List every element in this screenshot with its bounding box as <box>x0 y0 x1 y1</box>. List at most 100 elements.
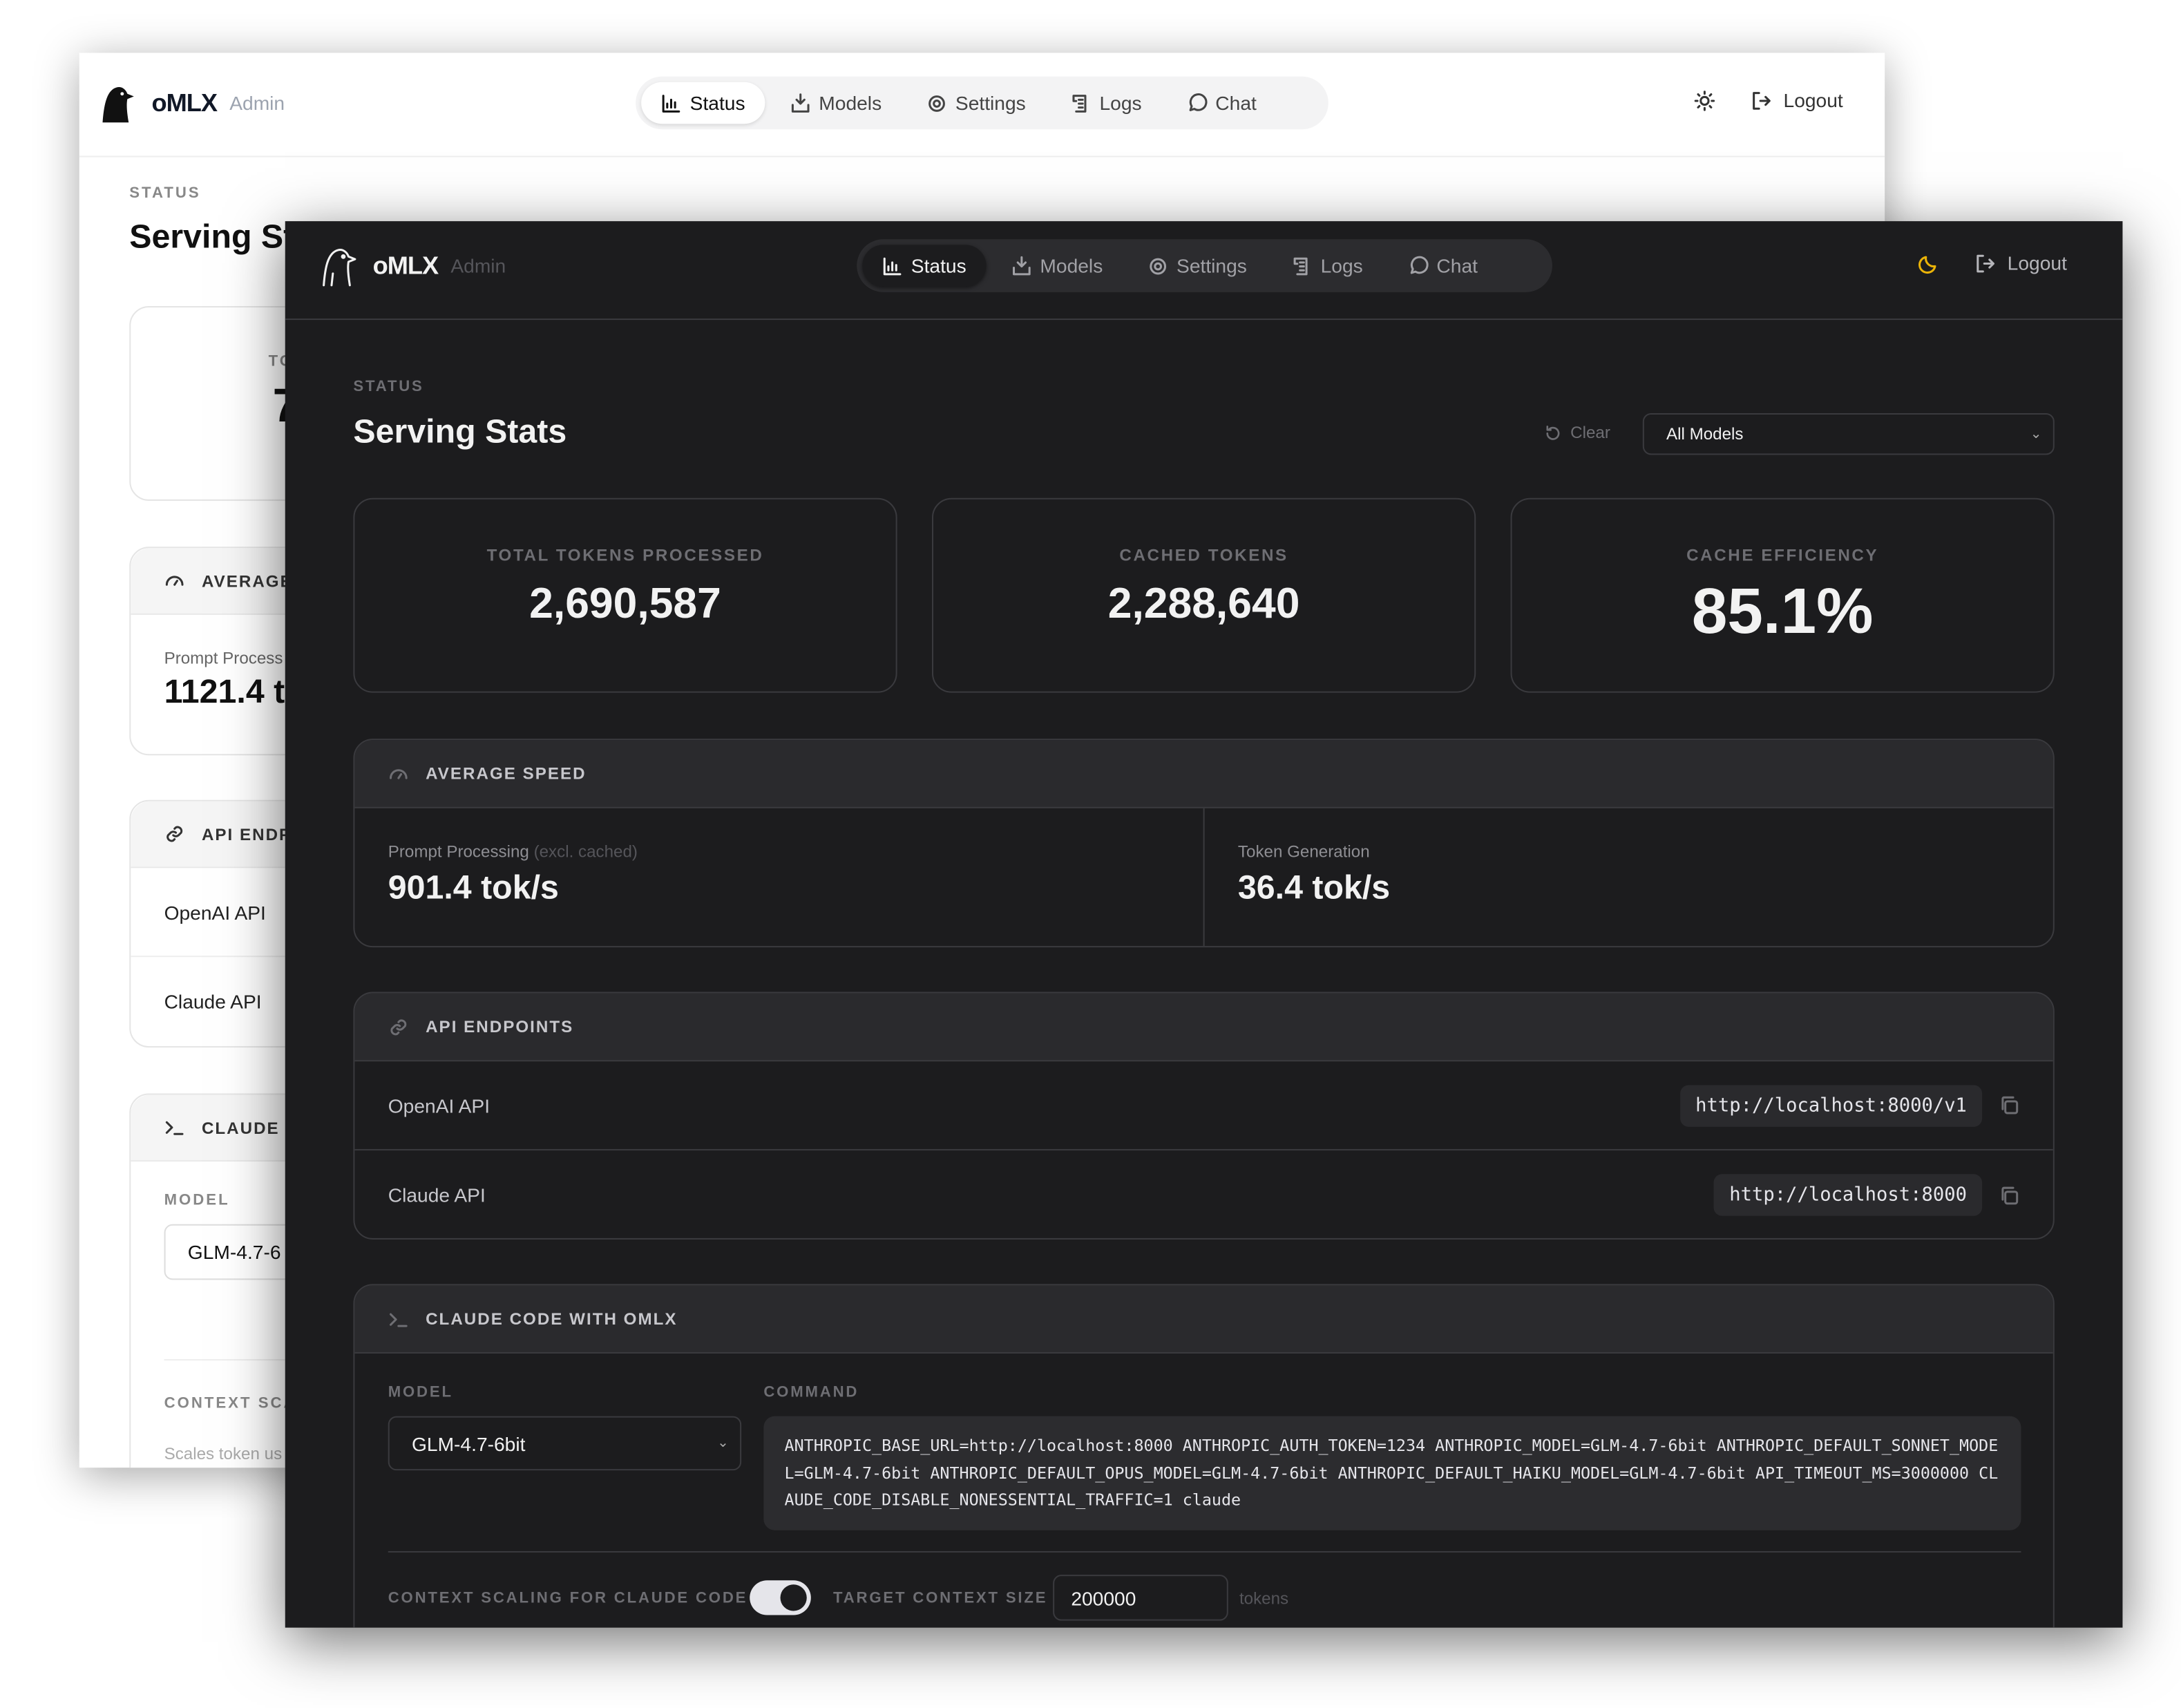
section-label: STATUS <box>129 184 201 202</box>
page-title: Serving Stats <box>353 412 567 451</box>
panel-title: API ENDPOINTS <box>426 1016 574 1036</box>
chat-bubble-icon <box>1407 255 1429 276</box>
stat-label: TOTAL TOKENS PROCESSED <box>486 545 764 565</box>
brand[interactable]: oMLX Admin <box>318 243 506 287</box>
nav-label: Chat <box>1436 254 1478 277</box>
command-text[interactable]: ANTHROPIC_BASE_URL=http://localhost:8000… <box>763 1416 2021 1530</box>
nav-label: Logs <box>1320 254 1363 277</box>
stat-value: 2,690,587 <box>529 578 721 628</box>
nav-models[interactable]: Models <box>770 82 902 124</box>
moon-icon[interactable] <box>1918 252 1939 274</box>
nav-status[interactable]: Status <box>862 245 986 287</box>
api-url[interactable]: http://localhost:8000/v1 <box>1680 1084 1983 1126</box>
speed-label: Token Generation <box>1237 842 1370 862</box>
gauge-icon <box>164 570 185 591</box>
target-context-input[interactable]: 200000 <box>1053 1575 1228 1621</box>
logout-icon <box>1975 252 1996 273</box>
nav-label: Models <box>819 91 882 115</box>
refresh-icon <box>1544 424 1562 442</box>
nav-chat[interactable]: Chat <box>1167 82 1276 124</box>
logout-button[interactable]: Logout <box>1975 252 2067 274</box>
logout-icon <box>1751 90 1772 111</box>
page-title: Serving St <box>129 218 295 256</box>
nav-label: Settings <box>955 91 1026 115</box>
nav-label: Models <box>1040 254 1103 277</box>
context-label: CONTEXT SCA <box>164 1395 297 1412</box>
speed-label: Prompt Process <box>164 648 283 668</box>
stat-value: 2,288,640 <box>1107 578 1300 628</box>
clear-label: Clear <box>1570 423 1610 443</box>
main-nav: Status Models Settings Logs Chat <box>857 239 1552 292</box>
nav-label: Chat <box>1215 91 1257 115</box>
token-generation-stat: Token Generation 36.4 tok/s <box>1205 808 2053 946</box>
link-icon <box>164 824 185 844</box>
api-endpoints-panel: API ENDPOINTS OpenAI API http://localhost… <box>353 991 2055 1240</box>
prompt-processing-stat: Prompt Processing (excl. cached) 901.4 t… <box>354 808 1205 947</box>
gauge-icon <box>388 763 409 784</box>
stat-label: CACHED TOKENS <box>1119 545 1288 565</box>
bar-chart-icon <box>882 255 902 276</box>
brand-subtitle: Admin <box>450 254 506 277</box>
nav-label: Logs <box>1099 91 1142 115</box>
nav-settings[interactable]: Settings <box>1128 245 1267 286</box>
logout-label: Logout <box>1783 88 1843 112</box>
nav-status[interactable]: Status <box>641 82 765 124</box>
speed-note: (excl. cached) <box>533 842 638 862</box>
speed-label: Prompt Processing <box>388 842 529 862</box>
speed-value: 901.4 tok/s <box>388 869 559 907</box>
context-scaling-toggle[interactable] <box>750 1580 811 1615</box>
chevron-down-icon: ⌄ <box>717 1435 730 1451</box>
target-context-label: TARGET CONTEXT SIZE <box>833 1590 1048 1607</box>
sun-icon[interactable] <box>1695 90 1715 111</box>
context-description: Scales token us <box>164 1443 283 1464</box>
link-icon <box>388 1016 409 1037</box>
nav-logs[interactable]: Logs <box>1051 82 1161 124</box>
panel-title: API ENDP <box>201 824 292 844</box>
dark-mode-window: oMLX Admin Status Models Settings Logs C… <box>285 221 2123 1628</box>
brand[interactable]: oMLX Admin <box>97 81 285 125</box>
header: oMLX Admin Status Models Settings Logs C… <box>79 53 1885 158</box>
api-name: Claude API <box>388 1184 486 1206</box>
api-row-claude: Claude API http://localhost:8000 <box>354 1150 2053 1238</box>
brand-name: oMLX <box>151 88 218 117</box>
nav-settings[interactable]: Settings <box>906 82 1045 124</box>
chevron-down-icon: ⌄ <box>2030 426 2042 442</box>
stat-card-total-tokens: TOTAL TOKENS PROCESSED 2,690,587 <box>353 497 897 693</box>
chat-bubble-icon <box>1186 93 1208 113</box>
api-row-label: Claude API <box>164 990 262 1013</box>
clear-button[interactable]: Clear <box>1544 423 1610 442</box>
main-nav: Status Models Settings Logs Chat <box>636 76 1328 130</box>
command-label: COMMAND <box>763 1384 859 1401</box>
nav-chat[interactable]: Chat <box>1388 245 1497 286</box>
model-filter-select[interactable]: All Models ⌄ <box>1642 412 2055 455</box>
penguin-logo-icon <box>97 81 139 125</box>
stat-card-cache-efficiency: CACHE EFFICIENCY 85.1% <box>1510 497 2055 693</box>
nav-logs[interactable]: Logs <box>1272 245 1382 286</box>
api-url[interactable]: http://localhost:8000 <box>1714 1174 1983 1216</box>
api-name: OpenAI API <box>388 1094 491 1117</box>
model-label: MODEL <box>388 1384 453 1401</box>
model-label: MODEL <box>164 1192 230 1209</box>
claude-code-panel: CLAUDE CODE WITH OMLX MODEL COMMAND GLM-… <box>353 1284 2055 1628</box>
scroll-icon <box>1070 93 1091 113</box>
panel-title: AVERAGE <box>201 571 293 591</box>
copy-icon[interactable] <box>1999 1095 2019 1116</box>
brand-name: oMLX <box>372 251 439 279</box>
logout-button[interactable]: Logout <box>1751 89 1843 111</box>
nav-models[interactable]: Models <box>991 245 1123 286</box>
nav-label: Status <box>911 254 966 277</box>
terminal-icon <box>164 1117 185 1138</box>
scroll-icon <box>1291 255 1312 276</box>
claude-model-select[interactable]: GLM-4.7-6bit ⌄ <box>388 1416 742 1471</box>
download-icon <box>790 93 810 113</box>
panel-title: AVERAGE SPEED <box>426 763 587 784</box>
api-row-openai: OpenAI API http://localhost:8000/v1 <box>354 1061 2053 1151</box>
bar-chart-icon <box>660 93 681 113</box>
copy-icon[interactable] <box>1999 1184 2019 1205</box>
gear-icon <box>1147 255 1168 276</box>
panel-title: CLAUDE C <box>201 1117 299 1137</box>
model-filter-value: All Models <box>1666 424 1744 444</box>
nav-label: Settings <box>1177 254 1247 277</box>
speed-value: 1121.4 t <box>164 673 285 711</box>
stat-card-cached-tokens: CACHED TOKENS 2,288,640 <box>931 497 1476 693</box>
